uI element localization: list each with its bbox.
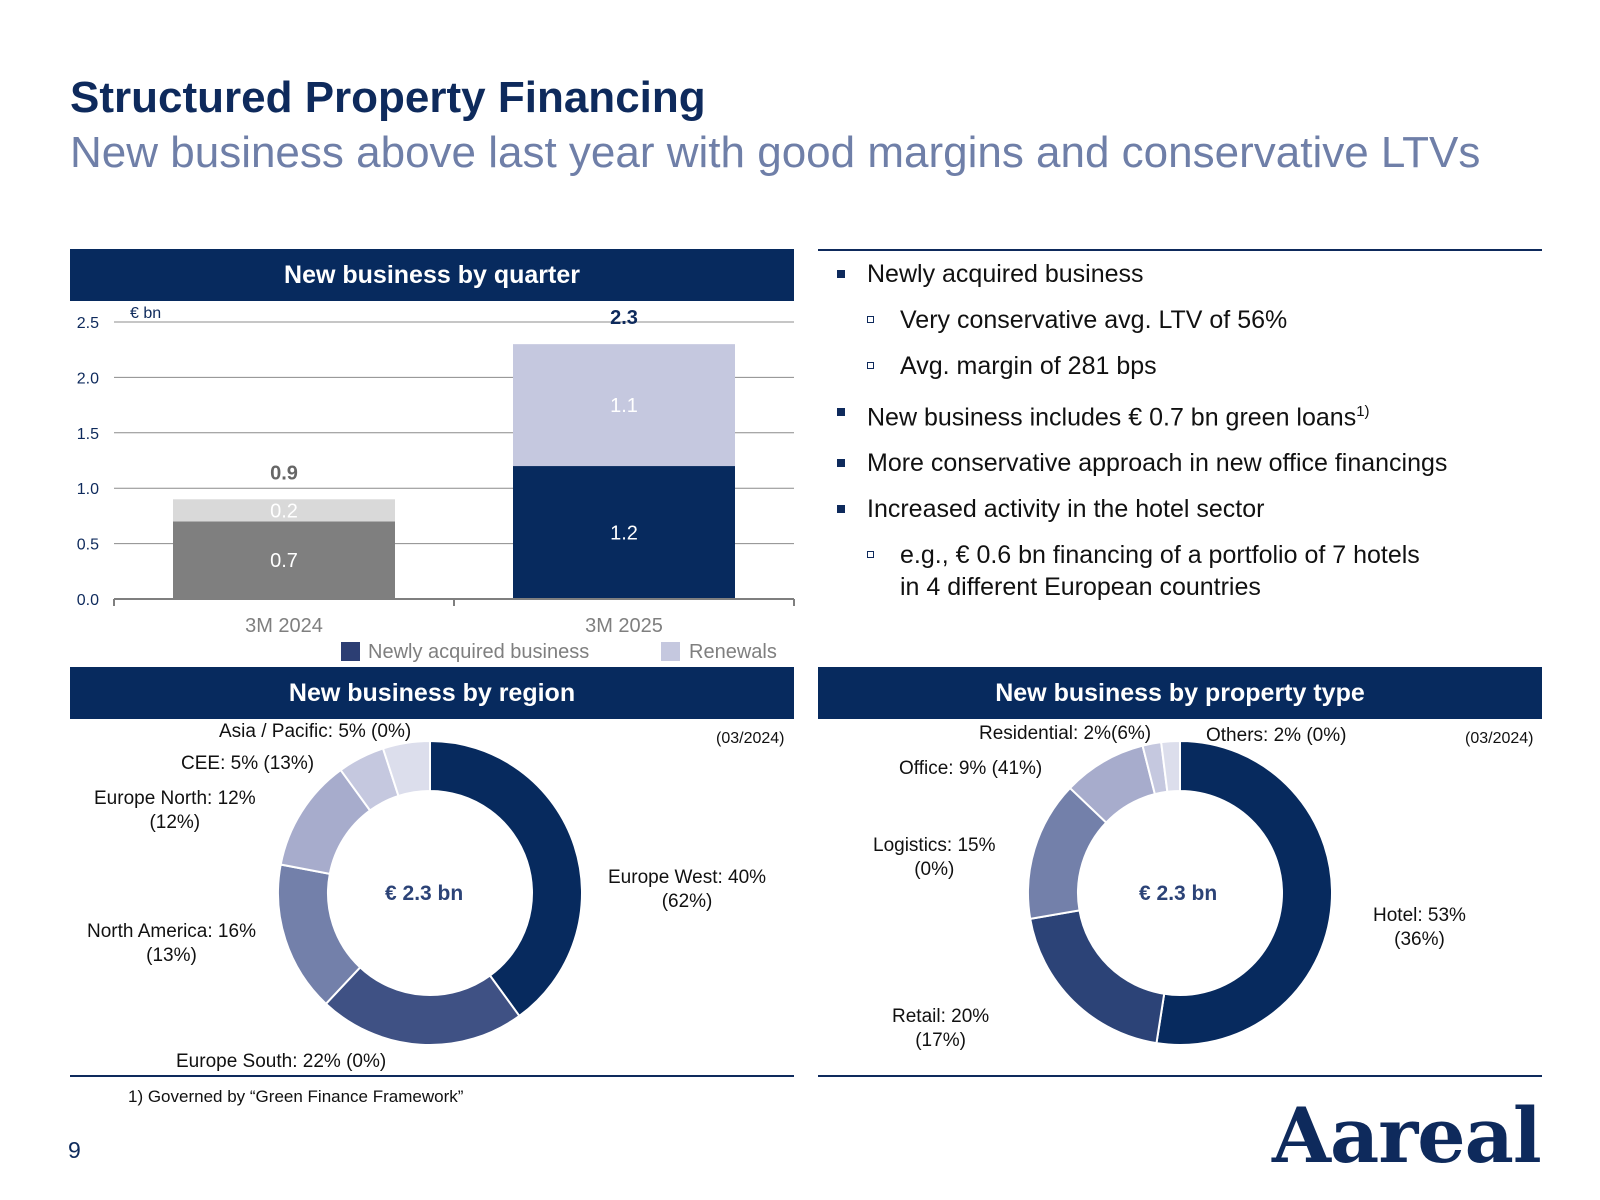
legend-label: Newly acquired business <box>368 641 589 663</box>
bullet-green-loans: New business includes € 0.7 bn green loa… <box>835 396 1575 433</box>
donut-slice <box>381 739 431 798</box>
label-logistics: Logistics: 15% (0%) <box>873 835 996 880</box>
donut-slice <box>429 739 583 1018</box>
bullet-margin: Avg. margin of 281 bps <box>835 350 1575 382</box>
label-office: Office: 9% (41%) <box>899 758 1043 779</box>
unit-label: € bn <box>130 305 161 322</box>
legend-swatch <box>661 642 680 661</box>
region-comparison-label: (03/2024) <box>716 730 785 747</box>
y-tick-label: 1.5 <box>77 426 99 443</box>
page-subtitle: New business above last year with good m… <box>70 128 1481 177</box>
bar-value-label: 0.2 <box>270 500 298 522</box>
highlights-list: Newly acquired business Very conservativ… <box>835 258 1575 617</box>
legend-swatch <box>341 642 360 661</box>
y-tick-label: 1.0 <box>77 481 99 498</box>
y-tick-label: 2.0 <box>77 370 99 387</box>
region-center-label: € 2.3 bn <box>385 882 464 905</box>
x-tick-label: 3M 2024 <box>245 615 323 637</box>
label-asia-pacific: Asia / Pacific: 5% (0%) <box>219 721 412 742</box>
x-tick-label: 3M 2025 <box>585 615 663 637</box>
label-cee: CEE: 5% (13%) <box>181 753 315 774</box>
property-comparison-label: (03/2024) <box>1465 730 1534 747</box>
label-europe-north: Europe North: 12% (12%) <box>94 788 256 833</box>
footnote: 1) Governed by “Green Finance Framework” <box>128 1087 464 1106</box>
property-center-label: € 2.3 bn <box>1139 882 1218 905</box>
region-panel-header: New business by region <box>70 667 794 719</box>
label-residential: Residential: 2%(6%) <box>979 723 1152 744</box>
label-north-america: North America: 16% (13%) <box>87 921 256 966</box>
label-retail: Retail: 20% (17%) <box>892 1006 990 1051</box>
legend-label: Renewals <box>689 641 777 663</box>
bar-value-label: 0.7 <box>270 550 298 572</box>
bar-segment <box>173 521 395 599</box>
bullet-hotel-example: e.g., € 0.6 bn financing of a portfolio … <box>835 539 1575 603</box>
donut-slice <box>1029 909 1166 1045</box>
region-bottom-rule <box>70 1075 794 1077</box>
label-others: Others: 2% (0%) <box>1206 725 1347 746</box>
property-panel-header: New business by property type <box>818 667 1542 719</box>
bar-total-label: 0.9 <box>270 462 298 484</box>
donut-slice <box>1155 739 1333 1046</box>
label-hotel: Hotel: 53% (36%) <box>1373 905 1466 950</box>
page-number: 9 <box>68 1137 81 1163</box>
bullet-new-business: Newly acquired business <box>835 258 1575 290</box>
bullet-hotel: Increased activity in the hotel sector <box>835 493 1575 525</box>
bullets-top-rule <box>818 249 1542 251</box>
bar-segment <box>173 499 395 522</box>
y-tick-label: 2.5 <box>77 315 99 332</box>
bar-value-label: 1.1 <box>610 395 638 417</box>
y-tick-label: 0.0 <box>77 592 99 609</box>
page-title: Structured Property Financing <box>70 73 706 122</box>
donut-slice <box>1160 739 1181 793</box>
company-logo: Aareal <box>1272 1091 1542 1180</box>
bullet-ltv: Very conservative avg. LTV of 56% <box>835 304 1575 336</box>
bar-segment <box>513 466 735 599</box>
footnote-ref: 1) <box>1356 403 1370 420</box>
quarter-panel-header: New business by quarter <box>70 249 794 301</box>
bar-total-label: 2.3 <box>610 307 638 329</box>
bullet-office: More conservative approach in new office… <box>835 447 1575 479</box>
property-bottom-rule <box>818 1075 1542 1077</box>
bar-value-label: 1.2 <box>610 523 638 545</box>
label-europe-south: Europe South: 22% (0%) <box>176 1051 387 1072</box>
y-tick-label: 0.5 <box>77 537 99 554</box>
bar-segment <box>513 344 735 467</box>
label-europe-west: Europe West: 40% (62%) <box>608 867 767 912</box>
